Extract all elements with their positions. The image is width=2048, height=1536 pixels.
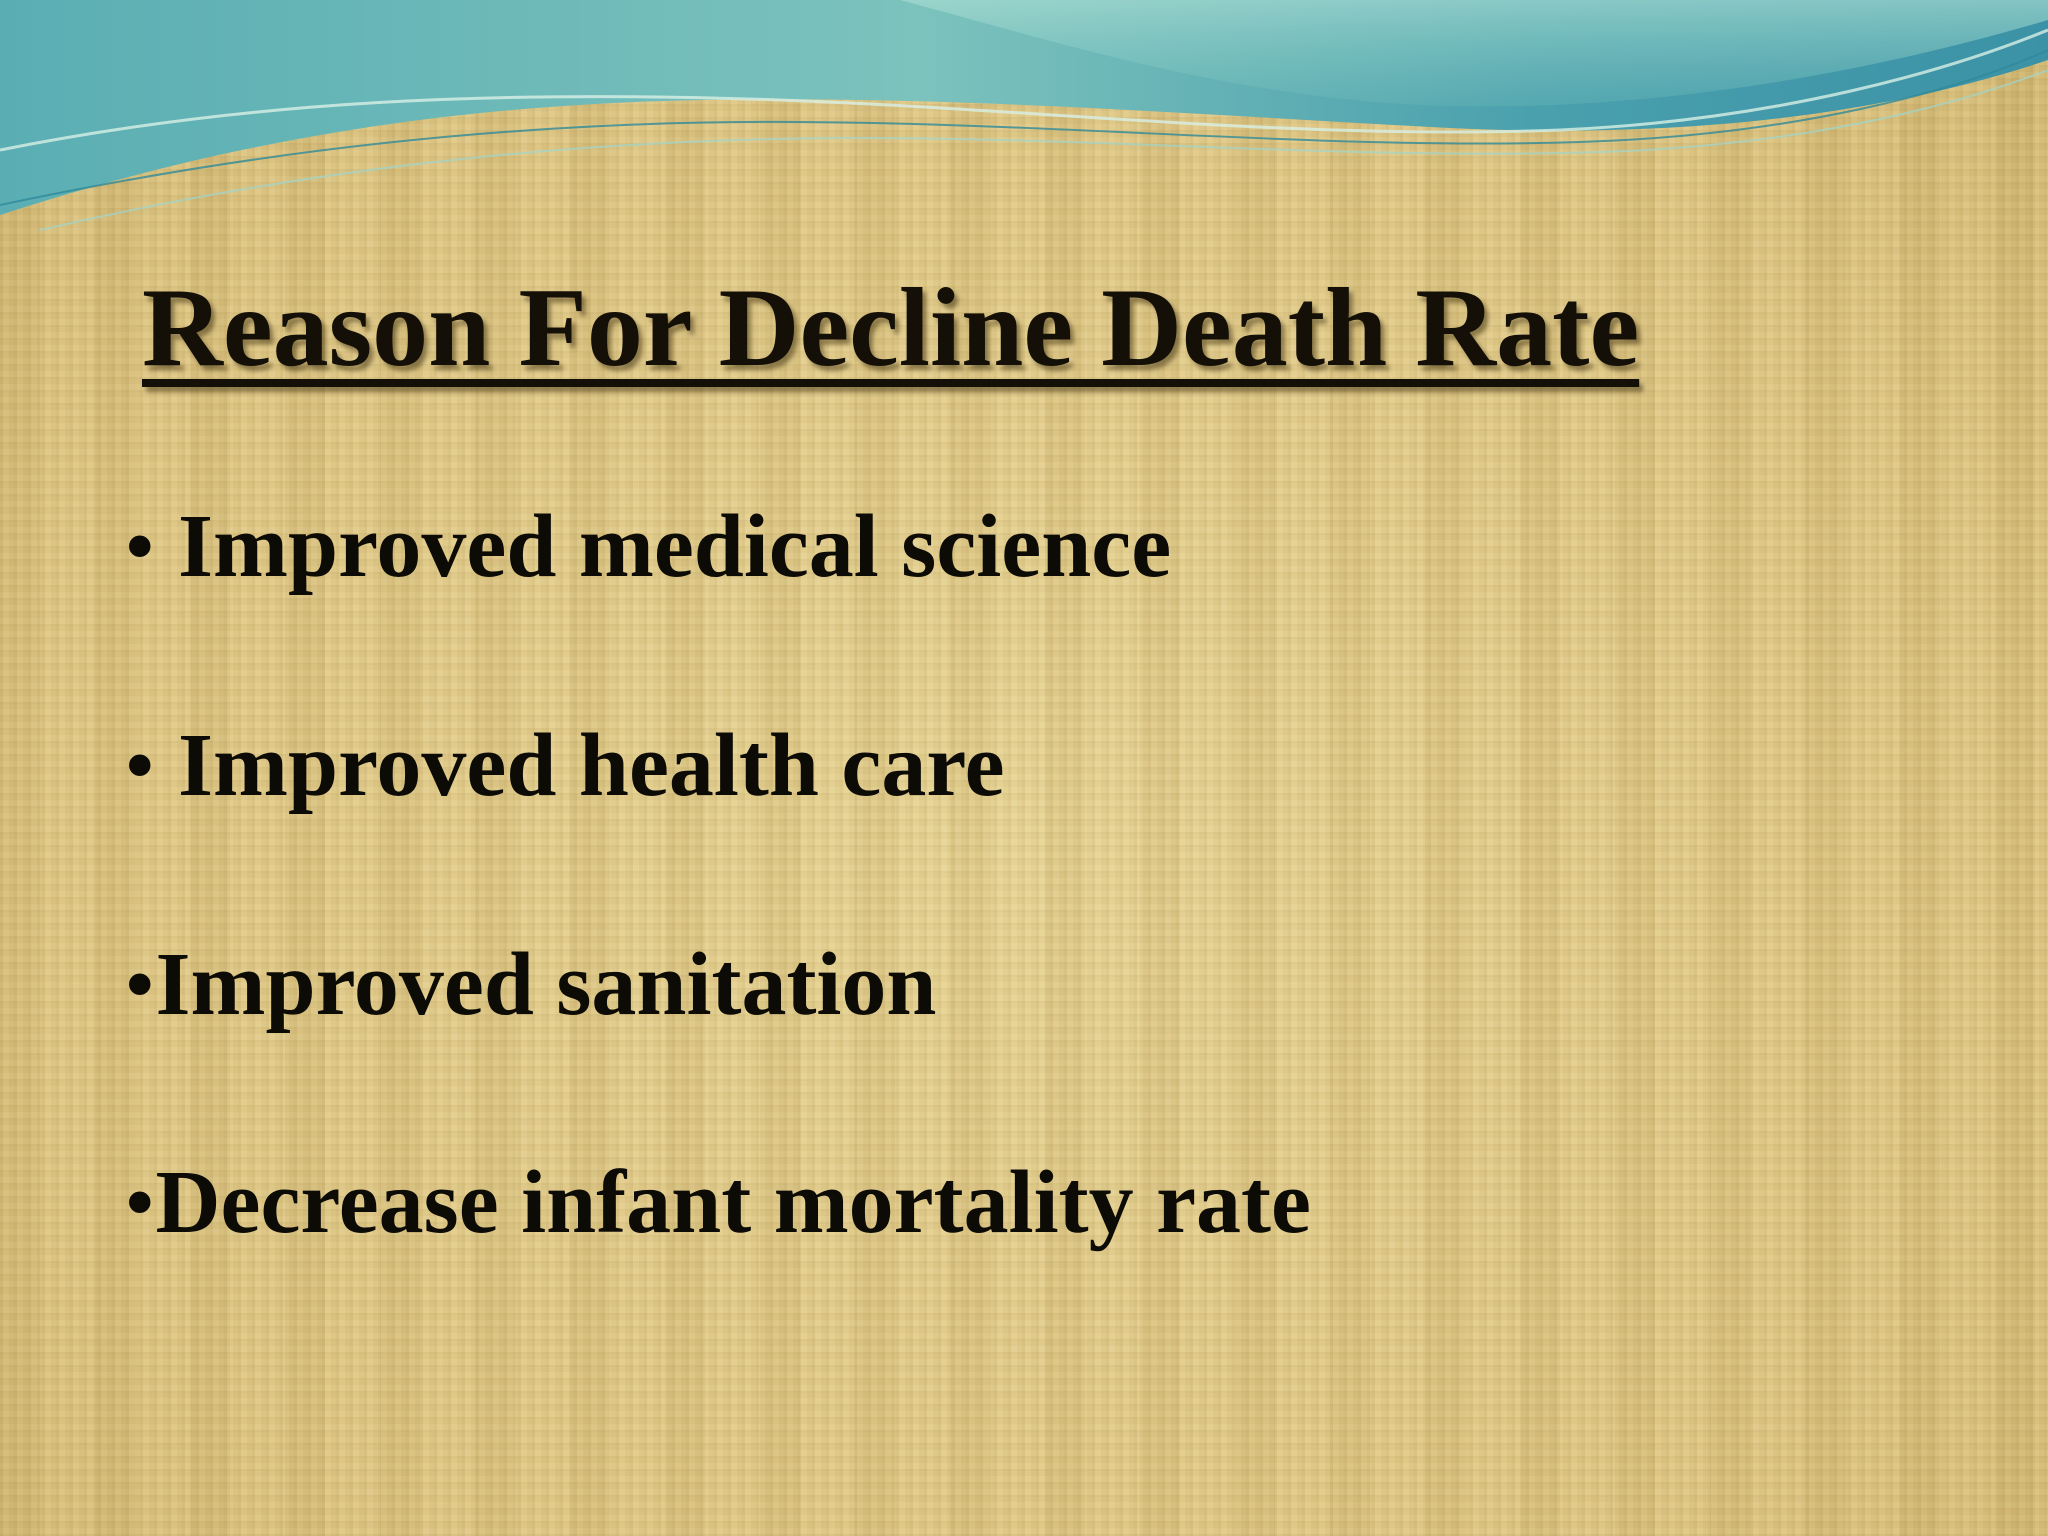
bullet-marker: • xyxy=(124,497,179,596)
bullet-text: Decrease infant mortality rate xyxy=(155,1153,1311,1252)
bullet-item: •Decrease infant mortality rate xyxy=(124,1153,1311,1253)
bullet-item: • Improved health care xyxy=(124,716,1005,816)
bullet-item: •Improved sanitation xyxy=(124,935,936,1035)
bullet-marker: • xyxy=(124,716,179,815)
bullet-item: • Improved medical science xyxy=(124,497,1171,597)
slide-title: Reason For Decline Death Rate xyxy=(142,266,1640,390)
bullet-marker: • xyxy=(124,1153,156,1252)
bullet-text: Improved sanitation xyxy=(155,935,937,1034)
bullet-text: Improved health care xyxy=(178,716,1005,815)
bullet-text: Improved medical science xyxy=(178,497,1172,596)
decorative-wave-banner xyxy=(0,0,2048,231)
bullet-marker: • xyxy=(124,935,156,1034)
